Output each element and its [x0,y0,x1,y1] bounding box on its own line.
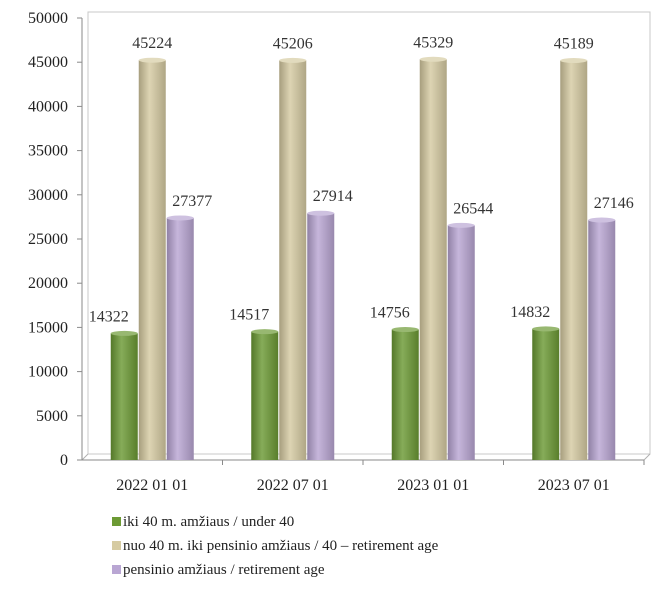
bar [532,328,560,460]
bar [279,60,307,460]
bar [588,220,616,460]
bar [138,60,166,460]
bar [447,225,475,460]
x-tick-label: 2023 01 01 [397,477,469,494]
data-label: 45189 [554,36,594,53]
data-label: 27914 [313,188,353,205]
data-label: 14832 [510,304,550,321]
legend-label-40-retirement: nuo 40 m. iki pensinio amžiaus / 40 – re… [123,538,439,554]
data-label: 45329 [413,34,453,51]
chart-labels: 14322 45224 27377 14517 45206 27914 14756 45329… [89,34,634,325]
y-tick-label: 20000 [28,275,68,292]
y-tick-label: 5000 [36,408,68,425]
bar-top [419,56,447,62]
legend-label-retirement: pensinio amžiaus / retirement age [123,562,325,578]
x-tick-label: 2022 01 01 [116,477,188,494]
legend-label-under-40: iki 40 m. amžiaus / under 40 [123,514,295,530]
bar-top [110,330,138,336]
data-label: 14322 [89,308,129,325]
bar [166,217,194,460]
data-label: 27377 [172,193,212,210]
bar-top [251,329,279,335]
data-label: 45206 [273,35,313,52]
bar-top [560,58,588,64]
y-tick-label: 45000 [28,54,68,71]
bar-top [532,326,560,332]
data-label: 14517 [229,307,269,324]
data-label: 45224 [132,35,172,52]
bar-top [166,215,194,221]
y-tick-label: 25000 [28,231,68,248]
x-tick-label: 2023 07 01 [538,477,610,494]
plot-back-wall [87,11,651,455]
bar [391,329,419,460]
y-tick-label: 50000 [28,10,68,27]
legend-swatch-under-40 [112,517,121,526]
y-tick-label: 15000 [28,319,68,336]
y-tick-label: 30000 [28,187,68,204]
bar-top [307,210,335,216]
data-label: 26544 [453,200,493,217]
legend-swatch-40-retirement [112,541,121,550]
bar-top [138,57,166,63]
y-tick-label: 40000 [28,98,68,115]
bar-top [279,57,307,63]
bar [110,333,138,460]
data-label: 27146 [594,195,634,212]
legend-swatch-retirement [112,565,121,574]
legend-item-under-40: iki 40 m. amžiaus / under 40 [112,510,642,534]
legend: iki 40 m. amžiaus / under 40 nuo 40 m. i… [112,510,642,582]
x-tick-label: 2022 07 01 [257,477,329,494]
bar [251,331,279,460]
bar [307,213,335,460]
bar [560,60,588,461]
y-tick-label: 0 [60,452,68,469]
y-tick-label: 10000 [28,364,68,381]
chart-bars [110,56,616,461]
data-label: 14756 [370,305,410,322]
legend-item-40-retirement: nuo 40 m. iki pensinio amžiaus / 40 – re… [112,534,642,558]
floor-edge-left [81,453,89,461]
bar-top [391,327,419,333]
bar [419,59,447,461]
bar-top [588,217,616,223]
legend-item-retirement: pensinio amžiaus / retirement age [112,558,642,582]
floor-edge-right [643,453,651,461]
y-tick-label: 35000 [28,143,68,160]
bar-top [447,222,475,228]
